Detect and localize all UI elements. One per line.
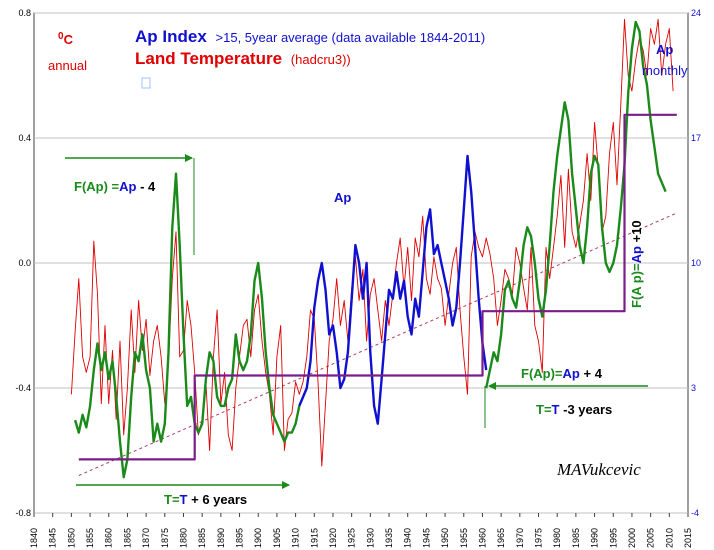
series-group — [70, 18, 677, 479]
x-tick-label-2: 1850 — [66, 528, 76, 548]
x-tick-label-31: 1995 — [608, 528, 618, 548]
y-right-tick-label-0: 24 — [691, 8, 701, 18]
y-left-tick-label-4: -0.8 — [15, 508, 31, 518]
x-tick-label-3: 1855 — [85, 528, 95, 548]
x-tick-label-6: 1870 — [141, 528, 151, 548]
x-tick-label-15: 1915 — [309, 528, 319, 548]
vertical-annotation: F(A p)=Ap +10 — [629, 220, 644, 308]
series-line-4 — [78, 113, 677, 461]
x-tick-label-11: 1895 — [235, 528, 245, 548]
x-tick-label-26: 1970 — [515, 528, 525, 548]
y-axis-left: 0.8 0.4 0.0 -0.4 -0.8 — [15, 8, 31, 518]
signature: MAVukcevic — [556, 460, 641, 479]
ap-index-title: Ap Index >15, 5year average (data availa… — [135, 27, 485, 46]
x-tick-label-20: 1940 — [403, 528, 413, 548]
x-tick-label-9: 1885 — [197, 528, 207, 548]
x-tick-label-10: 1890 — [216, 528, 226, 548]
y-left-tick-label-2: 0.0 — [18, 258, 31, 268]
mid-right-annotation: F(Ap)=Ap + 4 — [521, 366, 603, 381]
unit-label: 0C — [58, 31, 74, 47]
x-tick-label-35: 2015 — [683, 528, 693, 548]
right-unit-ap: Ap — [656, 42, 673, 57]
x-tick-label-8: 1880 — [178, 528, 188, 548]
x-tick-label-33: 2005 — [646, 528, 656, 548]
x-tick-label-22: 1950 — [440, 528, 450, 548]
x-tick-label-28: 1980 — [552, 528, 562, 548]
series-line-3 — [485, 20, 667, 389]
x-tick-label-12: 1900 — [253, 528, 263, 548]
x-tick-label-27: 1975 — [534, 528, 544, 548]
x-tick-label-34: 2010 — [664, 528, 674, 548]
ap-index-label: Ap Index — [135, 27, 207, 46]
x-tick-label-7: 1875 — [160, 528, 170, 548]
y-right-tick-label-4: -4 — [691, 508, 699, 518]
right-unit-monthly: monthly — [642, 63, 688, 78]
x-tick-label-32: 2000 — [627, 528, 637, 548]
land-temp-label: Land Temperature — [135, 49, 282, 68]
x-axis: 1840 1845 1850 1855 1860 1865 1870 1875 1880 1885… — [29, 513, 693, 548]
legend-square — [141, 77, 151, 89]
y-left-tick-label-1: 0.4 — [18, 133, 31, 143]
series-line-1 — [73, 172, 301, 479]
x-tick-label-19: 1935 — [384, 528, 394, 548]
ap-index-detail: >15, 5year average (data available 1844-… — [216, 30, 486, 45]
bottom-mid-annotation: T=T -3 years — [536, 402, 612, 417]
x-tick-label-5: 1865 — [122, 528, 132, 548]
x-tick-label-17: 1925 — [347, 528, 357, 548]
x-tick-label-0: 1840 — [29, 528, 39, 548]
y-right-tick-label-1: 17 — [691, 133, 701, 143]
y-right-tick-label-3: 3 — [691, 383, 696, 393]
x-tick-label-14: 1910 — [291, 528, 301, 548]
series-line-2 — [298, 154, 488, 425]
grid-lines — [34, 12, 688, 514]
trend-line — [78, 212, 677, 476]
x-tick-label-1: 1845 — [48, 528, 58, 548]
x-tick-label-21: 1945 — [421, 528, 431, 548]
x-tick-label-25: 1965 — [496, 528, 506, 548]
ap-series-label: Ap — [334, 190, 351, 205]
x-tick-label-18: 1930 — [365, 528, 375, 548]
bottom-left-annotation: T=T + 6 years — [164, 492, 247, 507]
land-temp-detail: (hadcru3)) — [291, 52, 351, 67]
y-left-tick-label-3: -0.4 — [15, 383, 31, 393]
series-line-0 — [70, 18, 674, 467]
x-tick-label-4: 1860 — [104, 528, 114, 548]
x-tick-label-16: 1920 — [328, 528, 338, 548]
x-tick-label-29: 1985 — [571, 528, 581, 548]
x-tick-label-24: 1960 — [477, 528, 487, 548]
unit-sub-label: annual — [48, 58, 87, 73]
top-left-annotation: F(Ap) =Ap - 4 — [74, 179, 156, 194]
x-tick-label-13: 1905 — [272, 528, 282, 548]
y-left-tick-label-0: 0.8 — [18, 8, 31, 18]
y-axis-right: 24 17 10 3 -4 — [691, 8, 701, 518]
y-right-tick-label-2: 10 — [691, 258, 701, 268]
land-temp-title: Land Temperature (hadcru3)) — [135, 49, 351, 68]
x-tick-label-23: 1955 — [459, 528, 469, 548]
x-tick-label-30: 1990 — [590, 528, 600, 548]
